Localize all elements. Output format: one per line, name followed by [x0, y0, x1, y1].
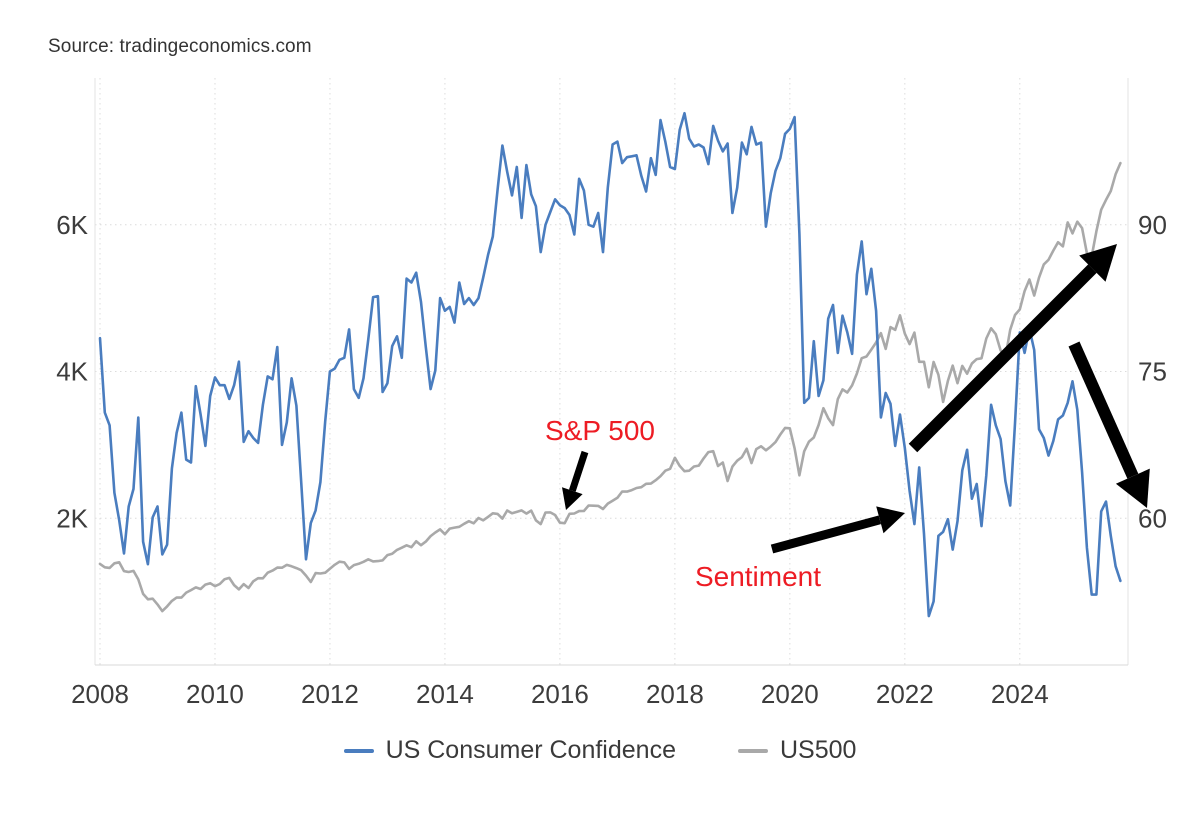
- us500-uptrend-arrow-shaft: [908, 264, 1097, 453]
- sentiment-pointer-arrow-head-icon: [876, 506, 905, 534]
- line-swatch-icon: [737, 748, 768, 753]
- source-attribution: Source: tradingeconomics.com: [48, 36, 312, 57]
- series-line-us-consumer-confidence: [98, 111, 1122, 618]
- x-tick-label: 2022: [876, 679, 934, 709]
- sentiment-downtrend-arrow-shaft: [1068, 341, 1139, 479]
- legend: US Consumer Confidence US500: [0, 736, 1200, 765]
- legend-label-us500: US500: [779, 736, 857, 764]
- sentiment-pointer-arrow-shaft: [770, 515, 881, 554]
- x-tick-label: 2010: [186, 679, 244, 709]
- us500-uptrend-arrow-head-icon: [1079, 244, 1117, 282]
- x-tick-label: 2008: [71, 679, 129, 709]
- line-swatch-icon: [343, 748, 374, 753]
- x-tick-label: 2018: [646, 679, 704, 709]
- x-tick-label: 2016: [531, 679, 589, 709]
- right-y-tick-label: 75: [1138, 357, 1167, 387]
- left-y-tick-label: 4K: [56, 357, 88, 387]
- series-line-us500: [98, 161, 1122, 613]
- right-y-tick-label: 60: [1138, 503, 1167, 533]
- right-y-tick-label: 90: [1138, 210, 1167, 240]
- x-tick-label: 2020: [761, 679, 819, 709]
- annotation-label-sentiment: Sentiment: [695, 561, 821, 592]
- sp500-pointer-arrow-shaft: [568, 450, 589, 492]
- sp500-pointer-arrow-head-icon: [562, 487, 583, 510]
- x-tick-label: 2024: [991, 679, 1049, 709]
- left-y-tick-label: 2K: [56, 503, 88, 533]
- legend-item-us500[interactable]: US500: [737, 736, 857, 765]
- x-tick-label: 2012: [301, 679, 359, 709]
- annotation-label-s-p-500: S&P 500: [545, 415, 655, 446]
- left-y-tick-label: 6K: [56, 210, 88, 240]
- x-tick-label: 2014: [416, 679, 474, 709]
- sentiment-downtrend-arrow-head-icon: [1115, 468, 1150, 508]
- legend-item-consumer-confidence[interactable]: US Consumer Confidence: [343, 736, 676, 765]
- legend-label-consumer-confidence: US Consumer Confidence: [385, 736, 676, 764]
